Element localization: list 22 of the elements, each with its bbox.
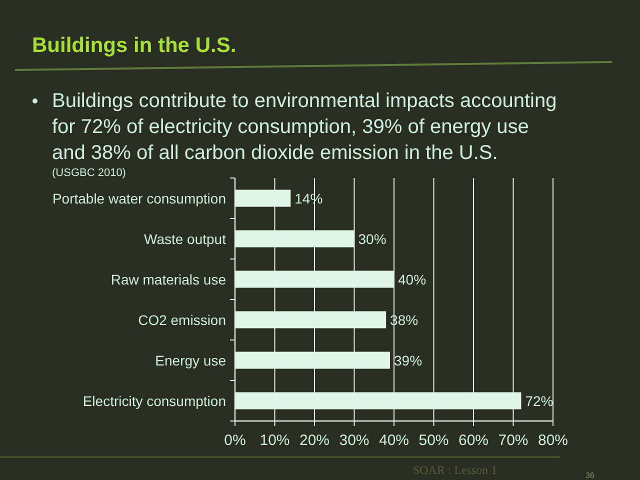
x-tick-label: 60% <box>458 432 489 449</box>
y-tick-label: Waste output <box>144 230 226 247</box>
x-tick-label: 50% <box>418 432 449 449</box>
x-tick-label: 70% <box>498 432 528 449</box>
x-tick-label: 80% <box>538 432 568 449</box>
y-tick-label: Electricity consumption <box>82 392 226 409</box>
text: (USGBC 2010) <box>52 167 126 179</box>
data-label: 39% <box>394 352 422 368</box>
x-tick-label: 10% <box>260 432 290 449</box>
data-label: 30% <box>358 230 386 247</box>
y-tick-label: Raw materials use <box>110 271 226 288</box>
x-tick-label: 20% <box>299 432 330 449</box>
data-label: 40% <box>398 271 426 288</box>
chart-subtitle: Buildings contribute to environmental impacts accounting for 72% of electricity consumption, 39% of energy use and 38% of all carbon dioxide emission in the U.S. <box>52 90 557 164</box>
y-tick-label: Energy use <box>155 352 226 368</box>
y-tick-label: Portable water consumption <box>52 190 226 206</box>
text: 36 <box>586 471 595 480</box>
x-tick-label: 0% <box>224 432 246 449</box>
y-tick-label: CO2 emission <box>138 312 226 328</box>
x-tick-label: 30% <box>339 432 370 449</box>
chart-title: Buildings in the U.S. <box>32 34 236 57</box>
x-tick-label: 40% <box>378 432 410 449</box>
